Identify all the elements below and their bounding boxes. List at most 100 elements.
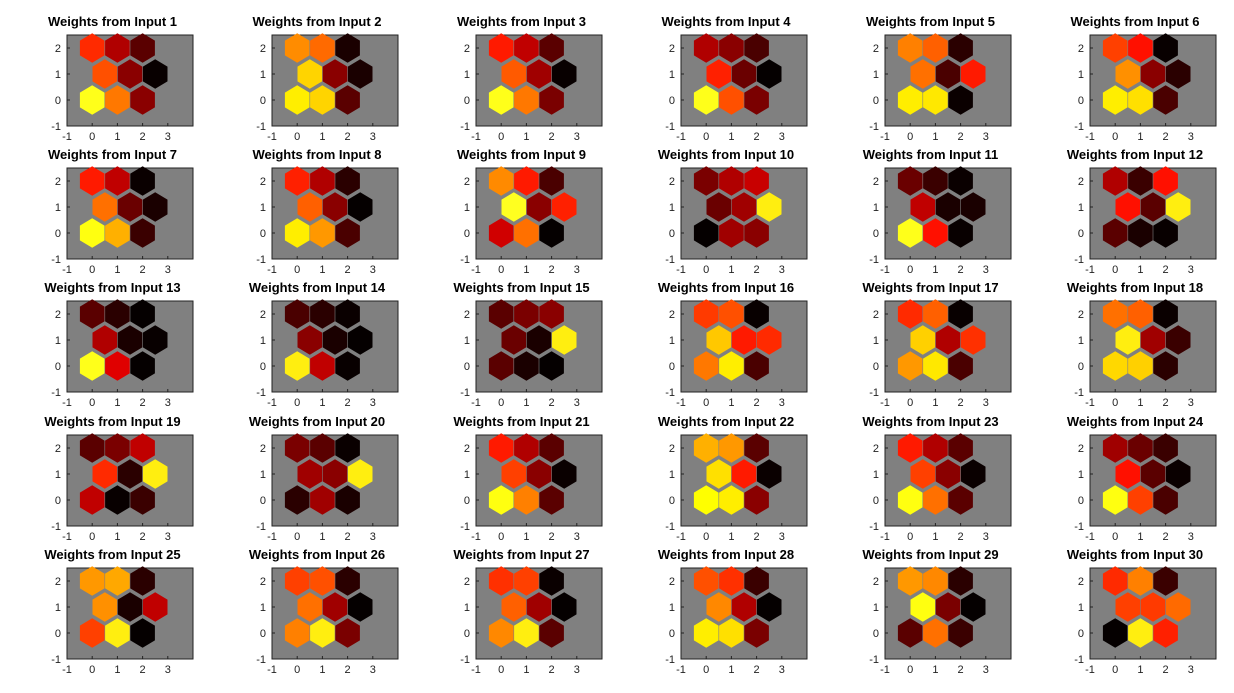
hex-cell — [117, 192, 143, 222]
hex-cell — [105, 166, 130, 196]
y-tick-label: -1 — [1074, 654, 1084, 666]
hex-cell — [488, 432, 514, 463]
y-tick-label: -1 — [665, 121, 675, 133]
x-tick-label: -1 — [267, 264, 277, 276]
hex-cell — [309, 299, 335, 330]
hex-cell — [501, 325, 527, 356]
hex-cell — [923, 218, 948, 248]
x-tick-label: 0 — [498, 531, 504, 543]
hex-cell — [935, 192, 961, 222]
hex-cell — [693, 566, 718, 596]
hex-cell — [284, 618, 309, 648]
hex-cell — [1102, 484, 1127, 515]
chart-panel: Weights from Input 25 -1 0 1 2 3 -1 0 1 2 — [10, 541, 215, 676]
y-tick-label: 0 — [873, 628, 879, 640]
y-tick-label: 2 — [55, 309, 61, 321]
x-tick-label: 1 — [932, 264, 938, 276]
hex-cell — [284, 351, 309, 382]
x-tick-label: 0 — [1112, 397, 1118, 409]
hex-cell — [731, 458, 756, 489]
hex-cell — [1127, 85, 1153, 115]
x-tick-label: 0 — [1112, 664, 1118, 676]
x-tick-label: 3 — [983, 131, 989, 143]
hex-cell — [92, 192, 118, 222]
x-tick-label: 0 — [907, 397, 913, 409]
y-tick-label: 2 — [873, 443, 879, 455]
x-tick-label: 2 — [753, 131, 759, 143]
x-tick-label: -1 — [471, 531, 481, 543]
x-tick-label: 1 — [319, 397, 325, 409]
y-tick-label: 0 — [668, 628, 674, 640]
y-tick-label: 0 — [1077, 228, 1083, 240]
x-tick-label: 0 — [294, 397, 300, 409]
hex-cell — [1102, 218, 1127, 248]
x-tick-label: 1 — [114, 131, 120, 143]
chart-panel: Weights from Input 1 -1 0 1 2 3 -1 0 1 2 — [10, 8, 215, 143]
chart-panel: Weights from Input 7 -1 0 1 2 3 -1 0 1 2 — [10, 141, 215, 276]
x-tick-label: 1 — [523, 397, 529, 409]
y-tick-label: 2 — [1077, 576, 1083, 588]
y-tick-label: 0 — [464, 228, 470, 240]
hex-cell — [539, 299, 564, 330]
x-tick-label: 0 — [294, 264, 300, 276]
chart-panel: Weights from Input 5 -1 0 1 2 3 -1 0 1 2 — [828, 8, 1033, 143]
chart-panel: Weights from Input 27 -1 0 1 2 3 -1 0 1 2 — [419, 541, 624, 676]
hex-cell — [105, 566, 130, 596]
y-tick-label: 2 — [55, 443, 61, 455]
x-tick-label: 2 — [753, 264, 759, 276]
x-tick-label: 3 — [983, 531, 989, 543]
x-tick-label: -1 — [676, 397, 686, 409]
hex-cell — [514, 85, 539, 115]
y-tick-label: 2 — [668, 309, 674, 321]
hex-cell — [79, 33, 105, 63]
hex-cell — [284, 484, 309, 515]
y-tick-label: 2 — [55, 43, 61, 55]
y-tick-label: 1 — [668, 202, 674, 214]
y-tick-label: 2 — [259, 43, 265, 55]
x-tick-label: 2 — [344, 131, 350, 143]
x-tick-label: -1 — [62, 531, 72, 543]
y-tick-label: 0 — [55, 228, 61, 240]
hex-cell — [117, 59, 143, 89]
y-tick-label: -1 — [51, 521, 61, 533]
y-tick-label: 1 — [55, 202, 61, 214]
chart-title: Weights from Input 4 — [661, 14, 791, 29]
x-tick-label: 1 — [1137, 531, 1143, 543]
hex-cell — [334, 299, 360, 330]
x-tick-label: 0 — [907, 131, 913, 143]
y-tick-label: -1 — [460, 521, 470, 533]
hex-cell — [693, 218, 718, 248]
hex-cell — [1152, 85, 1178, 115]
y-tick-label: -1 — [51, 387, 61, 399]
hex-cell — [693, 299, 718, 330]
hex-cell — [948, 299, 973, 330]
y-tick-label: 1 — [259, 69, 265, 81]
hex-cell — [309, 432, 335, 463]
hex-cell — [79, 218, 105, 248]
hex-cell — [488, 484, 514, 515]
x-tick-label: 1 — [319, 264, 325, 276]
chart-panel: Weights from Input 29 -1 0 1 2 3 -1 0 1 2 — [828, 541, 1033, 676]
chart-svg: -1 0 1 2 3 -1 0 1 2 — [256, 166, 398, 276]
hex-cell — [743, 33, 769, 63]
x-tick-label: 3 — [369, 664, 375, 676]
y-tick-label: 0 — [1077, 495, 1083, 507]
hex-cell — [1152, 33, 1178, 63]
x-tick-label: 2 — [549, 264, 555, 276]
hex-cell — [693, 85, 718, 115]
hex-cell — [897, 85, 923, 115]
hex-cell — [743, 432, 769, 463]
y-tick-label: -1 — [869, 521, 879, 533]
x-tick-label: 1 — [728, 397, 734, 409]
x-tick-label: -1 — [880, 131, 890, 143]
chart-title: Weights from Input 10 — [657, 147, 795, 163]
x-tick-label: 3 — [778, 664, 784, 676]
y-tick-label: 1 — [259, 469, 265, 481]
chart-title: Weights from Input 17 — [862, 280, 999, 296]
x-tick-label: -1 — [471, 397, 481, 409]
hex-cell — [743, 166, 769, 196]
chart-svg: -1 0 1 2 3 -1 0 1 2 — [665, 166, 807, 276]
hex-cell — [514, 566, 539, 596]
hex-cell — [526, 592, 552, 622]
hex-cell — [1152, 432, 1178, 463]
